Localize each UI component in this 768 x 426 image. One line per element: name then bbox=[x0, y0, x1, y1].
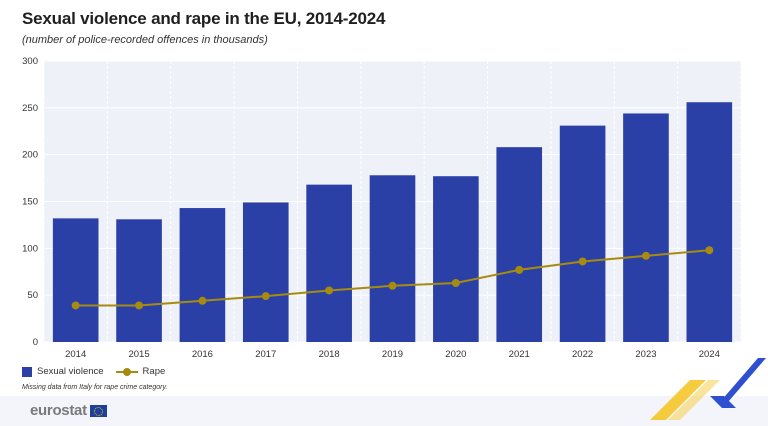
legend-item-rape: Rape bbox=[115, 366, 166, 377]
legend-label-rape: Rape bbox=[142, 366, 166, 377]
point-rape bbox=[451, 278, 460, 287]
x-tick-label: 2017 bbox=[255, 349, 276, 360]
y-tick-label: 50 bbox=[27, 290, 38, 301]
x-tick-label: 2024 bbox=[699, 349, 720, 360]
y-tick-label: 0 bbox=[33, 337, 38, 348]
legend-swatch-line bbox=[115, 367, 138, 377]
bar-sexual-violence bbox=[306, 184, 352, 342]
y-tick-label: 300 bbox=[22, 56, 38, 67]
x-tick-label: 2021 bbox=[509, 349, 530, 360]
y-tick-label: 100 bbox=[22, 243, 38, 254]
bar-sexual-violence bbox=[623, 113, 669, 342]
point-rape bbox=[325, 286, 334, 295]
point-rape bbox=[135, 301, 144, 310]
chart-title: Sexual violence and rape in the EU, 2014… bbox=[22, 9, 386, 28]
bar-sexual-violence bbox=[116, 219, 162, 342]
y-tick-label: 250 bbox=[22, 103, 38, 114]
footer-band bbox=[0, 396, 768, 426]
y-tick-label: 200 bbox=[22, 150, 38, 161]
point-rape bbox=[198, 296, 207, 305]
eurostat-logo: eurostat bbox=[30, 402, 107, 419]
corner-decoration-icon bbox=[650, 358, 766, 420]
x-tick-label: 2020 bbox=[445, 349, 466, 360]
x-tick-label: 2014 bbox=[65, 349, 86, 360]
x-tick-label: 2019 bbox=[382, 349, 403, 360]
bar-sexual-violence bbox=[433, 176, 479, 342]
eu-flag-icon bbox=[89, 404, 107, 417]
footnote: Missing data from Italy for rape crime c… bbox=[22, 384, 168, 391]
bar-sexual-violence bbox=[686, 102, 733, 342]
chart-area: 0 50 100 150 200 250 300 2014 2015 2016 2017 2018 20… bbox=[22, 56, 742, 360]
point-rape bbox=[388, 281, 397, 290]
point-rape bbox=[578, 257, 587, 266]
chart-subtitle: (number of police-recorded offences in t… bbox=[22, 34, 268, 46]
y-tick-label: 150 bbox=[22, 197, 38, 208]
point-rape bbox=[71, 301, 80, 310]
point-rape bbox=[261, 292, 270, 301]
bar-sexual-violence bbox=[496, 147, 543, 342]
bar-sexual-violence bbox=[559, 125, 606, 342]
x-tick-label: 2018 bbox=[319, 349, 340, 360]
legend: Sexual violence Rape bbox=[22, 366, 177, 377]
bar-sexual-violence bbox=[179, 208, 226, 342]
bar-sexual-violence bbox=[52, 218, 99, 342]
bar-sexual-violence bbox=[369, 175, 416, 342]
x-tick-label: 2016 bbox=[192, 349, 213, 360]
point-rape bbox=[515, 265, 524, 274]
x-tick-label: 2022 bbox=[572, 349, 593, 360]
x-tick-label: 2023 bbox=[635, 349, 656, 360]
bar-sexual-violence bbox=[242, 202, 289, 342]
logo-text: eurostat bbox=[30, 402, 87, 419]
x-tick-label: 2015 bbox=[128, 349, 149, 360]
legend-swatch-bar bbox=[22, 366, 32, 377]
legend-label-sexual-violence: Sexual violence bbox=[37, 366, 104, 377]
point-rape bbox=[705, 246, 714, 255]
legend-item-sexual-violence: Sexual violence bbox=[22, 366, 104, 377]
point-rape bbox=[641, 251, 650, 260]
